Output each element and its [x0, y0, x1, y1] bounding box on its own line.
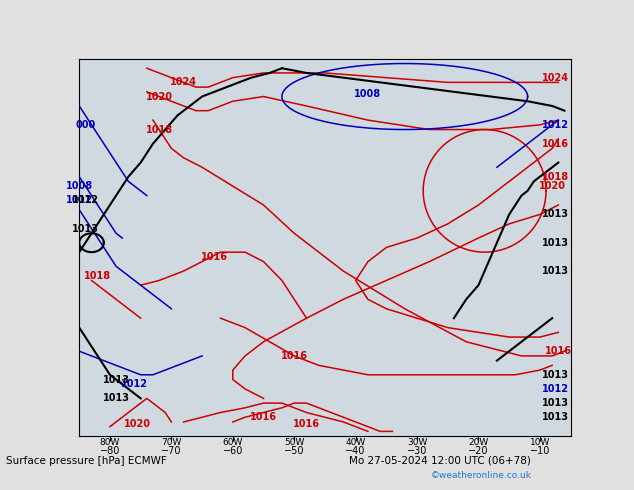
Text: 1016: 1016 [201, 252, 228, 262]
Text: 1016: 1016 [281, 351, 307, 361]
Text: 10W: 10W [529, 439, 550, 447]
Text: 20W: 20W [469, 439, 489, 447]
Text: 1013: 1013 [541, 238, 569, 248]
Text: 1013: 1013 [541, 209, 569, 220]
Text: 1020: 1020 [124, 419, 151, 429]
Text: 1013: 1013 [103, 374, 129, 385]
Text: 1013: 1013 [541, 370, 569, 380]
Text: 40W: 40W [346, 439, 366, 447]
Text: 1012: 1012 [541, 120, 569, 130]
Text: 1012: 1012 [72, 196, 99, 205]
Text: 1024: 1024 [541, 73, 569, 83]
Text: 1020: 1020 [539, 181, 566, 191]
Text: 1013: 1013 [541, 266, 569, 276]
Text: 1018: 1018 [146, 124, 172, 135]
Text: ©weatheronline.co.uk: ©weatheronline.co.uk [431, 471, 532, 480]
Text: 1024: 1024 [170, 77, 197, 87]
Text: 1016: 1016 [250, 412, 277, 422]
Text: 60W: 60W [223, 439, 243, 447]
Text: 30W: 30W [407, 439, 427, 447]
Text: 70W: 70W [161, 439, 181, 447]
Text: Surface pressure [hPa] ECMWF: Surface pressure [hPa] ECMWF [6, 456, 167, 466]
Text: 1008: 1008 [354, 89, 382, 99]
Text: 1013: 1013 [103, 393, 129, 403]
Text: 1018: 1018 [84, 271, 111, 281]
Text: 1013: 1013 [541, 412, 569, 422]
Text: 1013: 1013 [72, 223, 99, 234]
Text: 80W: 80W [100, 439, 120, 447]
Text: Mo 27-05-2024 12:00 UTC (06+78): Mo 27-05-2024 12:00 UTC (06+78) [349, 456, 531, 466]
Text: 1013: 1013 [541, 398, 569, 408]
Text: 1012: 1012 [121, 379, 148, 389]
Text: 1016: 1016 [545, 346, 572, 356]
Text: 1012: 1012 [66, 196, 93, 205]
Text: 000: 000 [75, 120, 96, 130]
Text: 50W: 50W [284, 439, 304, 447]
Text: 1016: 1016 [293, 419, 320, 429]
Text: 1008: 1008 [66, 181, 93, 191]
Text: 1020: 1020 [146, 92, 172, 101]
Text: 1012: 1012 [541, 384, 569, 394]
Text: 1018: 1018 [541, 172, 569, 182]
Text: 1016: 1016 [541, 139, 569, 148]
